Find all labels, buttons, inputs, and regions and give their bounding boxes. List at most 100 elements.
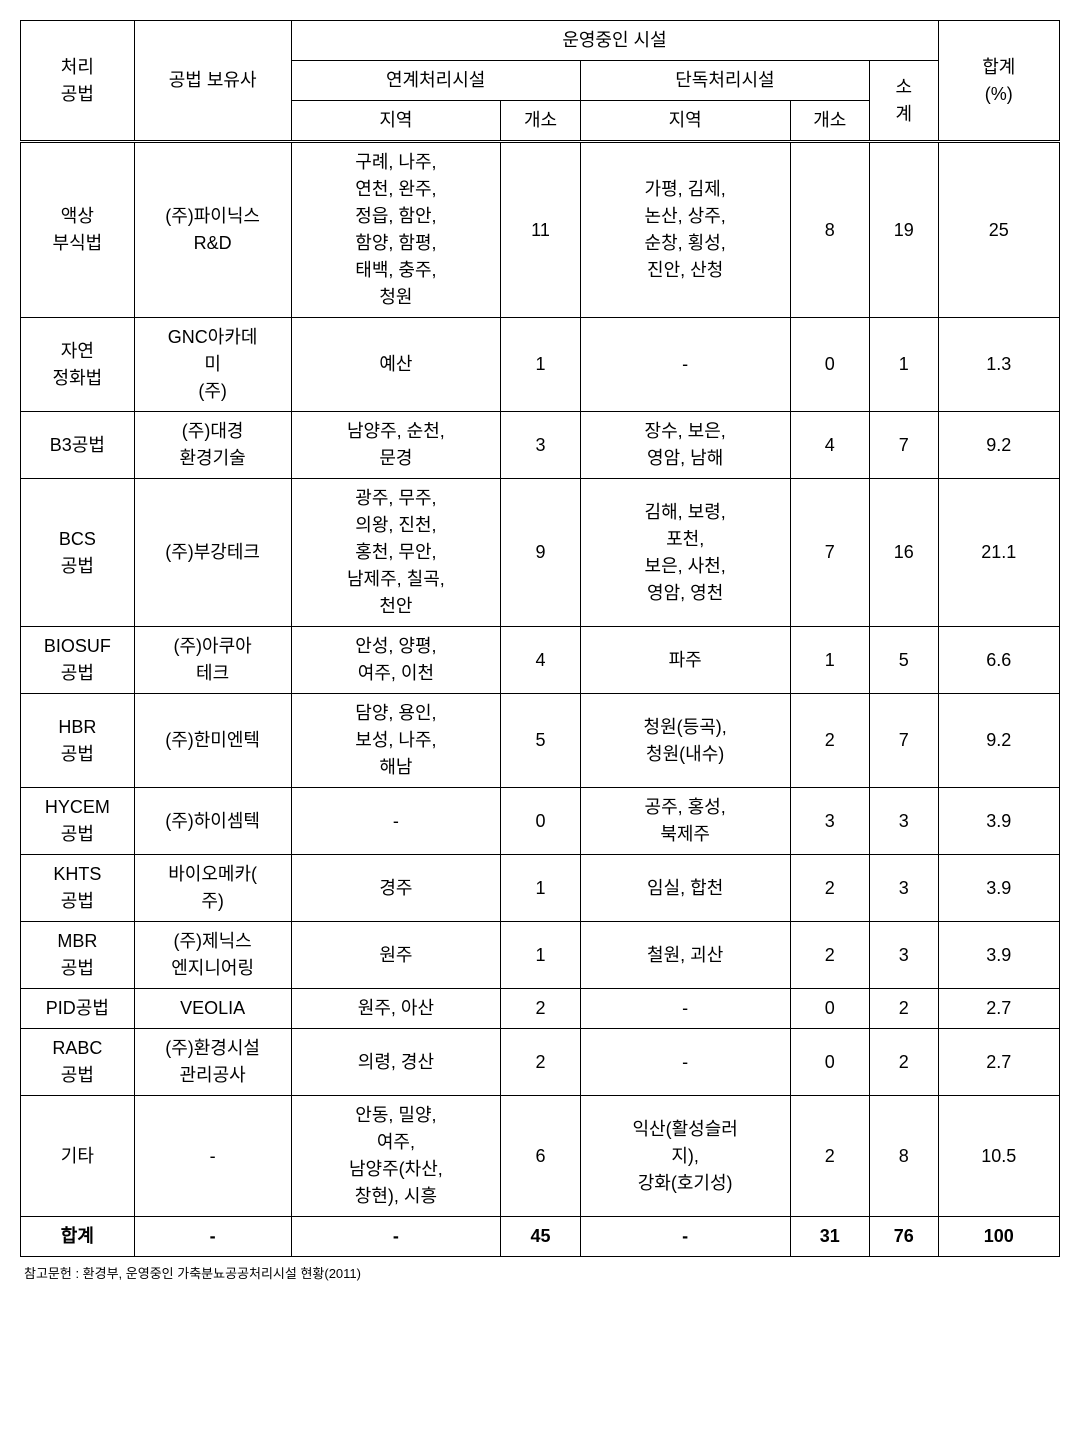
cell-region1: 구례, 나주,연천, 완주,정읍, 함안,함양, 함평,태백, 충주,청원	[291, 142, 501, 318]
cell-count1: 11	[501, 142, 580, 318]
cell-region1: -	[291, 1217, 501, 1257]
cell-method: BCS공법	[21, 479, 135, 627]
header-count1: 개소	[501, 101, 580, 142]
cell-region1: 경주	[291, 855, 501, 922]
cell-company: (주)한미엔텍	[134, 694, 291, 788]
cell-count1: 5	[501, 694, 580, 788]
cell-count2: 7	[790, 479, 869, 627]
cell-total: 1.3	[938, 318, 1060, 412]
cell-count1: 1	[501, 922, 580, 989]
cell-company: (주)하이셈텍	[134, 788, 291, 855]
cell-company: (주)환경시설관리공사	[134, 1029, 291, 1096]
cell-region2: -	[580, 1217, 790, 1257]
cell-company: (주)아쿠아테크	[134, 627, 291, 694]
cell-company: -	[134, 1096, 291, 1217]
cell-method: RABC공법	[21, 1029, 135, 1096]
cell-company: 바이오메카(주)	[134, 855, 291, 922]
cell-count1: 2	[501, 1029, 580, 1096]
cell-region2: 파주	[580, 627, 790, 694]
cell-region2: 임실, 합천	[580, 855, 790, 922]
cell-method: 합계	[21, 1217, 135, 1257]
cell-region2: -	[580, 1029, 790, 1096]
cell-subtotal: 16	[870, 479, 938, 627]
cell-method: 기타	[21, 1096, 135, 1217]
cell-company: (주)파이닉스R&D	[134, 142, 291, 318]
cell-method: HYCEM공법	[21, 788, 135, 855]
table-row: HYCEM공법(주)하이셈텍-0공주, 홍성,북제주333.9	[21, 788, 1060, 855]
cell-subtotal: 76	[870, 1217, 938, 1257]
table-row-sum: 합계--45-3176100	[21, 1217, 1060, 1257]
table-row: KHTS공법바이오메카(주)경주1임실, 합천233.9	[21, 855, 1060, 922]
cell-total: 3.9	[938, 855, 1060, 922]
cell-region1: 원주, 아산	[291, 989, 501, 1029]
cell-count2: 2	[790, 922, 869, 989]
cell-total: 3.9	[938, 788, 1060, 855]
table-row: BIOSUF공법(주)아쿠아테크안성, 양평,여주, 이천4파주156.6	[21, 627, 1060, 694]
cell-count2: 1	[790, 627, 869, 694]
cell-region2: 익산(활성슬러지),강화(호기성)	[580, 1096, 790, 1217]
cell-count2: 0	[790, 318, 869, 412]
cell-subtotal: 7	[870, 694, 938, 788]
cell-method: 자연정화법	[21, 318, 135, 412]
cell-region1: 광주, 무주,의왕, 진천,홍천, 무안,남제주, 칠곡,천안	[291, 479, 501, 627]
cell-subtotal: 3	[870, 788, 938, 855]
cell-company: (주)부강테크	[134, 479, 291, 627]
cell-method: MBR공법	[21, 922, 135, 989]
cell-company: (주)제닉스엔지니어링	[134, 922, 291, 989]
cell-subtotal: 1	[870, 318, 938, 412]
cell-company: VEOLIA	[134, 989, 291, 1029]
cell-method: BIOSUF공법	[21, 627, 135, 694]
cell-count1: 3	[501, 412, 580, 479]
cell-count1: 9	[501, 479, 580, 627]
cell-region1: 안동, 밀양,여주,남양주(차산,창현), 시흥	[291, 1096, 501, 1217]
cell-total: 10.5	[938, 1096, 1060, 1217]
footnote: 참고문헌 : 환경부, 운영중인 가축분뇨공공처리시설 현황(2011)	[20, 1263, 1059, 1282]
header-region1: 지역	[291, 101, 501, 142]
cell-region1: 담양, 용인,보성, 나주,해남	[291, 694, 501, 788]
cell-count2: 0	[790, 989, 869, 1029]
cell-subtotal: 19	[870, 142, 938, 318]
cell-count2: 2	[790, 694, 869, 788]
cell-count1: 45	[501, 1217, 580, 1257]
cell-total: 2.7	[938, 1029, 1060, 1096]
cell-region2: 김해, 보령,포천,보은, 사천,영암, 영천	[580, 479, 790, 627]
cell-method: B3공법	[21, 412, 135, 479]
cell-company: -	[134, 1217, 291, 1257]
cell-count1: 1	[501, 855, 580, 922]
table-row: 액상부식법(주)파이닉스R&D구례, 나주,연천, 완주,정읍, 함안,함양, …	[21, 142, 1060, 318]
facilities-table: 처리공법 공법 보유사 운영중인 시설 합계(%) 연계처리시설 단독처리시설 …	[20, 20, 1060, 1257]
cell-count2: 4	[790, 412, 869, 479]
cell-subtotal: 5	[870, 627, 938, 694]
cell-subtotal: 2	[870, 989, 938, 1029]
header-method: 처리공법	[21, 21, 135, 142]
cell-count1: 1	[501, 318, 580, 412]
header-subtotal: 소계	[870, 61, 938, 142]
cell-count1: 6	[501, 1096, 580, 1217]
cell-region1: 남양주, 순천,문경	[291, 412, 501, 479]
cell-region2: 철원, 괴산	[580, 922, 790, 989]
cell-total: 3.9	[938, 922, 1060, 989]
cell-method: KHTS공법	[21, 855, 135, 922]
cell-region2: 장수, 보은,영암, 남해	[580, 412, 790, 479]
header-standalone: 단독처리시설	[580, 61, 869, 101]
cell-method: PID공법	[21, 989, 135, 1029]
cell-subtotal: 3	[870, 922, 938, 989]
header-total: 합계(%)	[938, 21, 1060, 142]
cell-count2: 2	[790, 1096, 869, 1217]
cell-region2: 청원(등곡),청원(내수)	[580, 694, 790, 788]
cell-count1: 0	[501, 788, 580, 855]
header-linked: 연계처리시설	[291, 61, 580, 101]
table-row: HBR공법(주)한미엔텍담양, 용인,보성, 나주,해남5청원(등곡),청원(내…	[21, 694, 1060, 788]
cell-total: 9.2	[938, 412, 1060, 479]
cell-region2: -	[580, 318, 790, 412]
cell-region1: 원주	[291, 922, 501, 989]
cell-region2: 공주, 홍성,북제주	[580, 788, 790, 855]
cell-method: HBR공법	[21, 694, 135, 788]
table-row: 기타-안동, 밀양,여주,남양주(차산,창현), 시흥6익산(활성슬러지),강화…	[21, 1096, 1060, 1217]
cell-region1: 의령, 경산	[291, 1029, 501, 1096]
cell-total: 100	[938, 1217, 1060, 1257]
cell-subtotal: 7	[870, 412, 938, 479]
header-region2: 지역	[580, 101, 790, 142]
cell-count1: 2	[501, 989, 580, 1029]
cell-count2: 8	[790, 142, 869, 318]
